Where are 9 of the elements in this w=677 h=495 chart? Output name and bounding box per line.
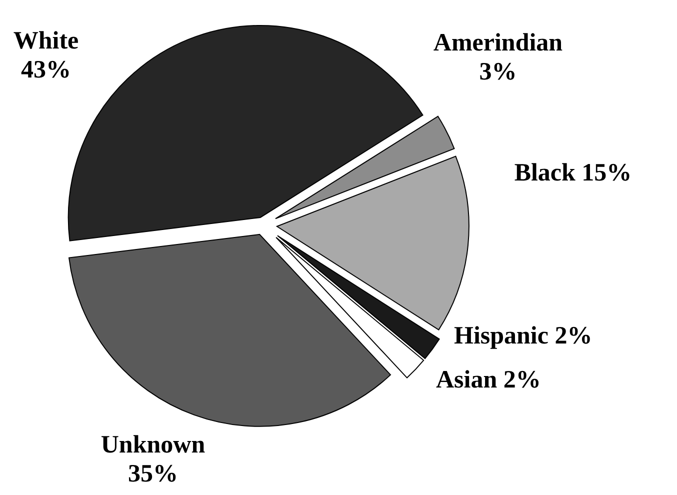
slice-label: Hispanic 2% <box>454 322 592 350</box>
slice-label: Unknown <box>100 432 206 458</box>
slice-label: Black 15% <box>514 160 632 186</box>
slice-label: White <box>13 28 79 54</box>
data-label: 43% <box>21 56 71 84</box>
data-label: 35% <box>128 460 178 488</box>
slice-label: Amerindian <box>433 30 563 56</box>
slice-label: Asian 2% <box>436 366 541 394</box>
data-label: 3% <box>479 58 517 86</box>
